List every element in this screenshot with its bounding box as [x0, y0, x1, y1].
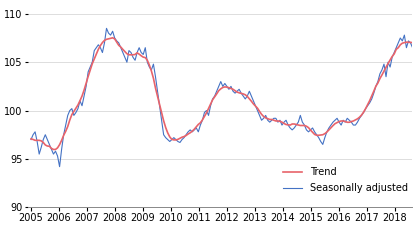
Trend: [228, 87, 233, 90]
Trend: [190, 130, 195, 133]
Seasonally adjusted: [255, 109, 260, 112]
Trend: [255, 107, 260, 110]
Trend: [277, 120, 282, 123]
Seasonally adjusted: [104, 27, 109, 30]
Seasonally adjusted: [29, 138, 34, 141]
Trend: [110, 37, 115, 39]
Seasonally adjusted: [57, 165, 62, 168]
Legend: Trend, Seasonally adjusted: Trend, Seasonally adjusted: [279, 163, 412, 197]
Seasonally adjusted: [194, 127, 199, 129]
Trend: [194, 126, 199, 128]
Line: Trend: Trend: [31, 38, 416, 149]
Seasonally adjusted: [190, 131, 195, 133]
Seasonally adjusted: [277, 119, 282, 122]
Trend: [51, 148, 56, 151]
Seasonally adjusted: [77, 99, 82, 102]
Trend: [29, 138, 34, 140]
Seasonally adjusted: [228, 85, 233, 88]
Trend: [77, 99, 82, 102]
Line: Seasonally adjusted: Seasonally adjusted: [31, 28, 416, 167]
